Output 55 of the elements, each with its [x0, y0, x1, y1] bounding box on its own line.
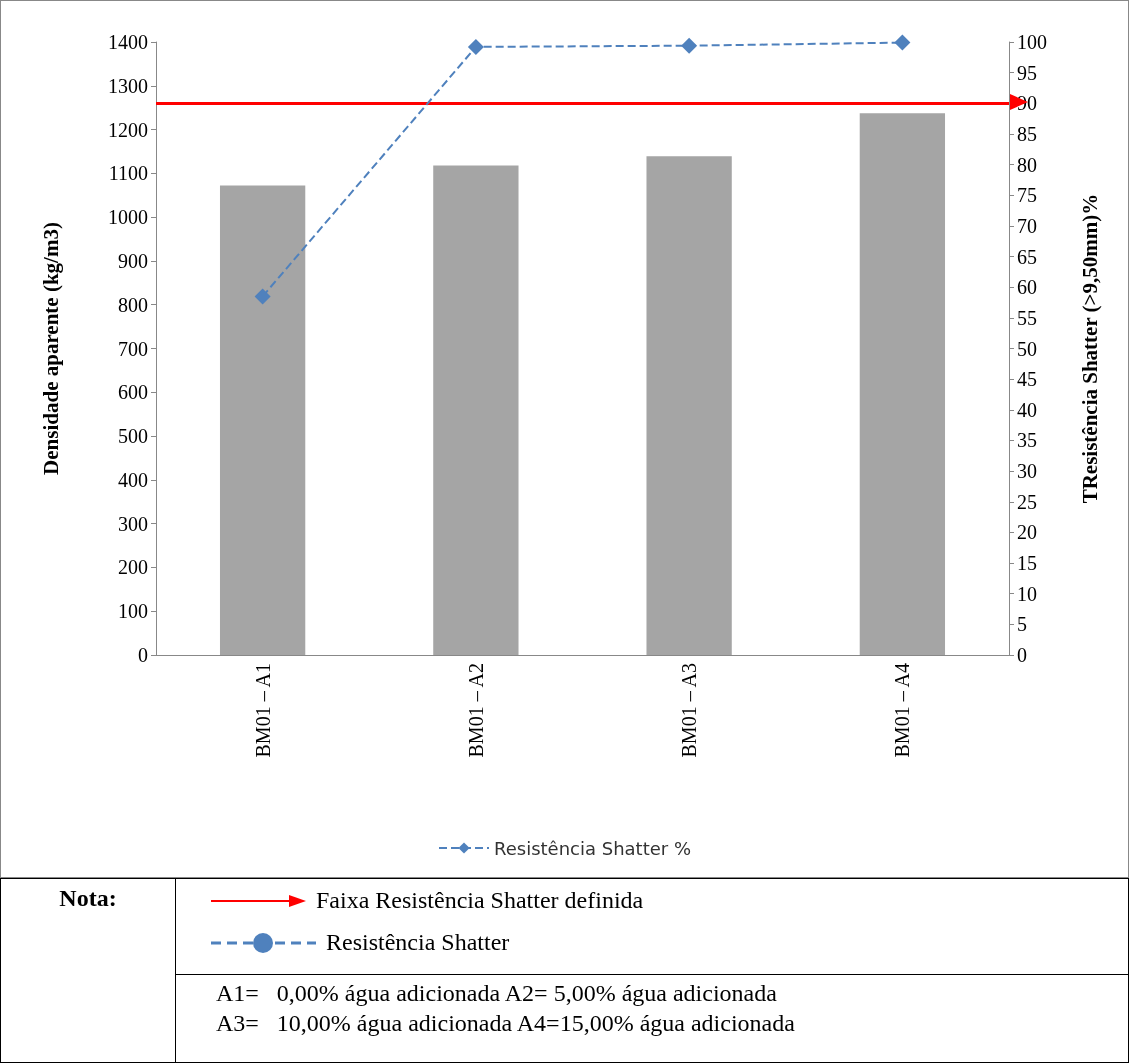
y-tick-label: 1200 — [108, 118, 148, 141]
y-tick-label: 800 — [118, 293, 148, 316]
y2-tick-label: 10 — [1017, 582, 1037, 605]
y-tick-label: 1100 — [108, 162, 148, 185]
y2-tick-label: 55 — [1017, 306, 1037, 329]
x-tick-label: BM01 – A3 — [678, 663, 701, 758]
y-tick-label: 600 — [118, 381, 148, 404]
y-tick-label: 900 — [118, 249, 148, 272]
y-tick-label: 400 — [118, 468, 148, 491]
y2-tick-label: 0 — [1017, 644, 1027, 666]
y2-tick-label: 15 — [1017, 552, 1037, 575]
point — [894, 34, 911, 51]
bar — [646, 156, 732, 655]
y2-tick-label: 65 — [1017, 245, 1037, 268]
y2-tick-label: 85 — [1017, 122, 1037, 145]
text: A1= 0,00% água adicionada A2= 5,00% água adicionada — [216, 980, 777, 1006]
y2-tick-label: 25 — [1017, 490, 1037, 513]
text: A3= 10,00% água adicionada A4=15,00% água adicionada — [216, 1010, 795, 1036]
bar — [219, 185, 306, 655]
bar — [859, 113, 946, 655]
y2-axis-title: TResistência Shatter (>9,50mm)% — [1077, 193, 1102, 504]
y2-tick-label: 20 — [1017, 521, 1037, 544]
y-tick-label: 500 — [118, 425, 148, 448]
bar — [433, 165, 519, 655]
y2-tick-label: 50 — [1017, 337, 1037, 360]
legend-label: Resistência Shatter % — [494, 837, 691, 859]
y2-tick-label: 80 — [1017, 153, 1037, 176]
y-tick-label: 0 — [138, 644, 148, 666]
y2-tick-label: 45 — [1017, 368, 1037, 391]
y2-tick-label: 35 — [1017, 429, 1037, 452]
y2-tick-label: 30 — [1017, 460, 1037, 483]
y-tick-label: 1000 — [108, 206, 148, 229]
y-tick-label: 700 — [118, 337, 148, 360]
y2-tick-label: 5 — [1017, 613, 1027, 636]
legend-label: Faixa Resistência Shatter definida — [316, 887, 644, 914]
point — [467, 38, 484, 55]
point — [254, 288, 271, 305]
y2-tick-label: 40 — [1017, 398, 1037, 421]
y-tick-label: 300 — [118, 512, 148, 535]
x-tick-label: BM01 – A2 — [464, 663, 487, 758]
y-tick-label: 200 — [118, 556, 148, 579]
y2-tick-label: 95 — [1017, 61, 1037, 84]
y2-tick-label: 70 — [1017, 214, 1037, 237]
y2-tick-label: 75 — [1017, 184, 1037, 207]
y-tick-label: 100 — [118, 600, 148, 623]
y2-tick-label: 100 — [1017, 31, 1047, 53]
y-tick-label: 1300 — [108, 74, 148, 97]
y2-tick-label: 60 — [1017, 276, 1037, 299]
text: Resistência Shatter — [326, 929, 510, 956]
point — [681, 37, 698, 54]
x-tick-label: BM01 – A4 — [891, 663, 914, 758]
y-axis-title: Densidade aparente (kg/m3) — [38, 222, 63, 475]
y-tick-label: 1400 — [108, 31, 148, 53]
text: Nota: — [1, 879, 176, 1063]
x-tick-label: BM01 – A1 — [251, 663, 274, 758]
